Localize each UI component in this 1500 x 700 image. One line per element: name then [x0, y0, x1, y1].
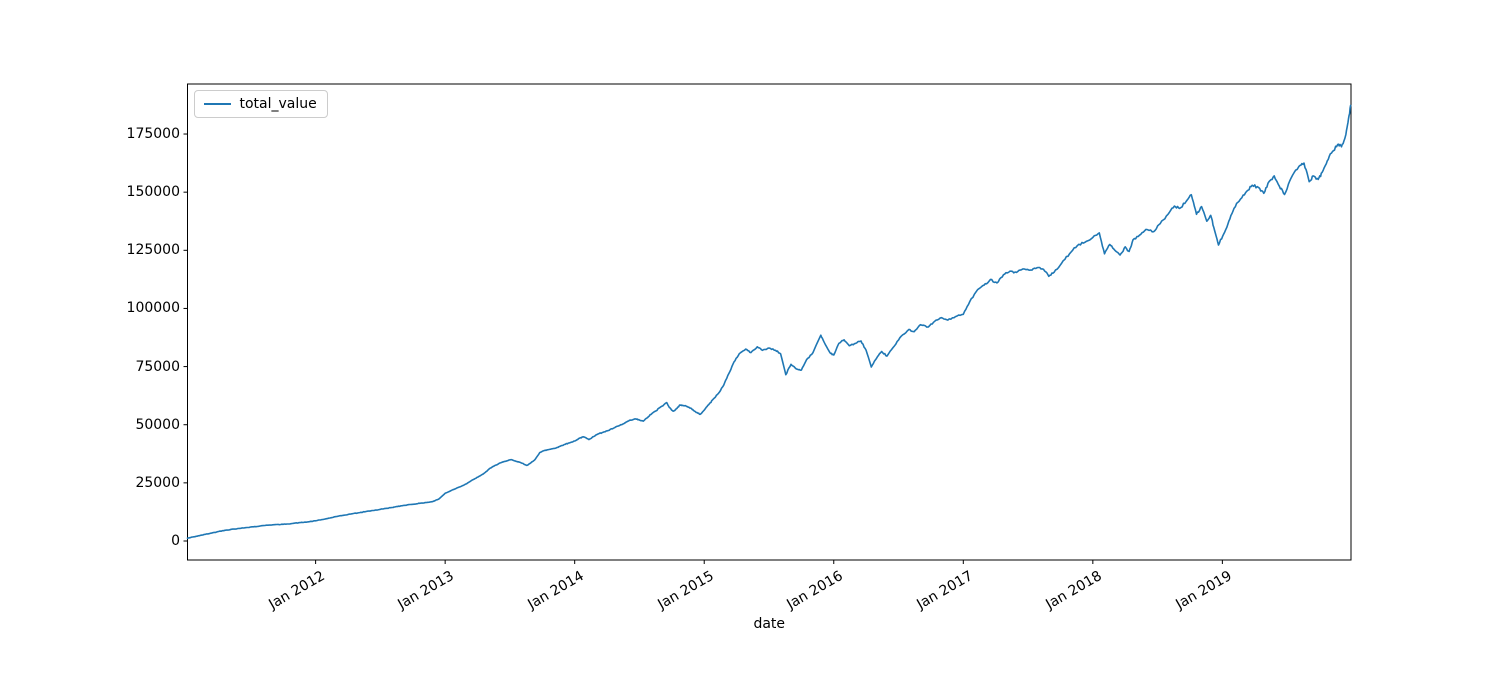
x-axis-title: date — [753, 616, 786, 632]
axes-spines — [187, 83, 1352, 561]
y-tick-label: 175000 — [126, 126, 180, 143]
y-tick-label: 50000 — [135, 416, 180, 433]
y-tick-label: 0 — [171, 533, 180, 549]
total-value-line-swatch — [203, 103, 231, 105]
total-value-line — [186, 104, 1352, 539]
y-tick-label: 100000 — [126, 300, 180, 317]
y-tick-label: 25000 — [135, 474, 180, 491]
y-tick-label: 75000 — [135, 358, 180, 375]
legend: total_value — [193, 90, 328, 118]
y-tick-label: 150000 — [126, 184, 180, 201]
y-tick-label: 125000 — [126, 242, 180, 259]
legend-label: total_value — [239, 96, 317, 112]
